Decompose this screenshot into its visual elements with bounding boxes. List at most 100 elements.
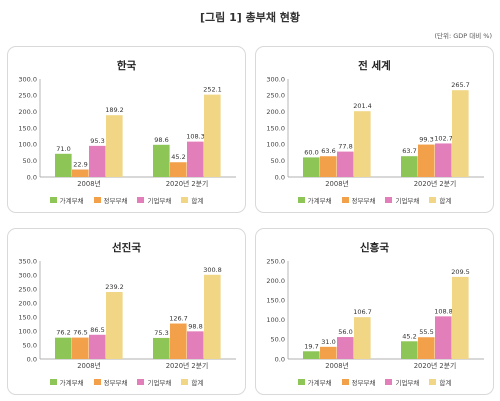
y-tick-label: 300.0 xyxy=(266,75,285,83)
data-label: 108.3 xyxy=(186,133,205,141)
bar xyxy=(89,334,106,359)
legend-item: 기업부채 xyxy=(137,195,171,205)
bar xyxy=(401,156,418,177)
legend-item: 합계 xyxy=(429,195,451,205)
x-tick-label: 2008년 xyxy=(77,361,101,370)
legend-label: 가계부채 xyxy=(307,379,332,387)
legend-swatch xyxy=(49,197,57,203)
y-tick-label: 250.0 xyxy=(18,92,37,100)
bar-chart: 0.0 50.0 100.0 150.0 200.0 250.0 300.0 60.0 63.6… xyxy=(266,75,484,188)
bar xyxy=(153,337,170,359)
legend-swatch xyxy=(429,197,437,203)
legend: 가계부채 정부부채 기업부채 합계 xyxy=(8,195,245,205)
legend-swatch xyxy=(137,379,145,385)
bar xyxy=(337,151,354,177)
bar xyxy=(187,331,204,359)
bar xyxy=(418,144,435,177)
data-label: 76.5 xyxy=(73,329,87,337)
data-label: 102.7 xyxy=(434,134,453,142)
legend-label: 기업부채 xyxy=(147,379,172,387)
data-label: 45.2 xyxy=(402,332,416,340)
legend-item: 정부부채 xyxy=(341,377,375,387)
bar-chart: 0.0 50.0 100.0 150.0 200.0 250.0 300.0 71.022.9… xyxy=(18,75,236,188)
legend-label: 합계 xyxy=(439,379,452,387)
bar-chart: 0.0 50.0 100.0 150.0 200.0 250.0 300.0 350.0 76.… xyxy=(18,257,236,370)
chart-title: 선진국 xyxy=(112,242,141,254)
bar-chart: 0.0 50.0 100.0 150.0 200.0 250.0 19.731.056.0 1… xyxy=(266,257,484,370)
chart-title: 신흥국 xyxy=(360,242,389,254)
legend-swatch xyxy=(429,379,437,385)
legend-item: 기업부채 xyxy=(385,195,419,205)
legend-swatch xyxy=(181,197,189,203)
bar xyxy=(187,141,204,177)
legend: 가계부채 정부부채 기업부채 합계 xyxy=(256,195,493,205)
y-tick-label: 100.0 xyxy=(18,141,37,149)
legend-label: 기업부채 xyxy=(147,197,172,205)
y-tick-label: 100.0 xyxy=(266,316,285,324)
legend-label: 합계 xyxy=(191,379,204,387)
chart-panel: 전 세계 0.0 50.0 100.0 150.0 200.0 250.0 300.0 60.0… xyxy=(255,46,494,213)
bar xyxy=(320,156,337,177)
bar xyxy=(320,346,337,359)
x-tick-label: 2008년 xyxy=(325,179,349,188)
bar xyxy=(55,337,72,359)
data-label: 19.7 xyxy=(304,342,318,350)
legend: 가계부채 정부부채 기업부채 합계 xyxy=(8,377,245,387)
x-tick-label: 2008년 xyxy=(77,179,101,188)
y-tick-label: 200.0 xyxy=(18,108,37,116)
data-label: 77.8 xyxy=(338,143,352,151)
legend-swatch xyxy=(385,197,393,203)
y-tick-label: 50.0 xyxy=(23,157,37,165)
bar xyxy=(153,144,170,177)
chart-panel: 선진국 0.0 50.0 100.0 150.0 200.0 250.0 300.0 350.0… xyxy=(7,228,246,395)
chart-title: 전 세계 xyxy=(358,60,391,72)
x-tick-label: 2020년 2분기 xyxy=(166,179,209,188)
data-label: 75.3 xyxy=(154,329,168,337)
legend-item: 기업부채 xyxy=(137,377,171,387)
bar xyxy=(354,111,371,177)
y-tick-label: 100.0 xyxy=(18,327,37,335)
legend-item: 합계 xyxy=(181,195,203,205)
bar xyxy=(170,162,187,177)
legend-item: 가계부채 xyxy=(297,377,332,387)
data-label: 252.1 xyxy=(203,86,222,94)
bar xyxy=(303,351,320,359)
legend-item: 가계부채 xyxy=(297,195,332,205)
legend-swatch xyxy=(385,379,393,385)
data-label: 55.5 xyxy=(419,328,433,336)
data-label: 56.0 xyxy=(338,328,352,336)
data-label: 76.2 xyxy=(56,329,70,337)
y-tick-label: 150.0 xyxy=(18,313,37,321)
data-label: 126.7 xyxy=(169,315,188,323)
y-tick-label: 0.0 xyxy=(275,355,285,363)
legend-label: 합계 xyxy=(439,197,452,205)
bar xyxy=(435,316,452,359)
legend-item: 정부부채 xyxy=(93,195,128,205)
legend-label: 정부부채 xyxy=(103,197,128,205)
data-label: 108.8 xyxy=(434,307,453,315)
legend-label: 가계부채 xyxy=(59,197,84,205)
legend: 가계부채 정부부채 기업부채 합계 xyxy=(256,377,493,387)
chart-title: 한국 xyxy=(116,60,137,72)
y-tick-label: 150.0 xyxy=(266,124,285,132)
legend-label: 합계 xyxy=(191,197,204,205)
legend-swatch xyxy=(297,197,305,203)
bar xyxy=(106,292,123,359)
y-tick-label: 250.0 xyxy=(266,92,285,100)
legend-label: 정부부채 xyxy=(351,197,376,205)
data-label: 239.2 xyxy=(105,283,124,291)
legend-label: 정부부채 xyxy=(103,379,128,387)
y-tick-label: 50.0 xyxy=(271,336,285,344)
data-label: 31.0 xyxy=(321,338,335,346)
bar xyxy=(303,157,320,177)
bar xyxy=(401,341,418,359)
y-tick-label: 250.0 xyxy=(266,257,285,265)
x-tick-label: 2020년 2분기 xyxy=(414,179,457,188)
y-tick-label: 300.0 xyxy=(18,271,37,279)
bar xyxy=(204,274,221,359)
legend-item: 합계 xyxy=(181,377,203,387)
y-tick-label: 100.0 xyxy=(266,141,285,149)
y-tick-label: 0.0 xyxy=(27,355,37,363)
y-tick-label: 150.0 xyxy=(266,297,285,305)
legend-item: 기업부채 xyxy=(385,377,419,387)
